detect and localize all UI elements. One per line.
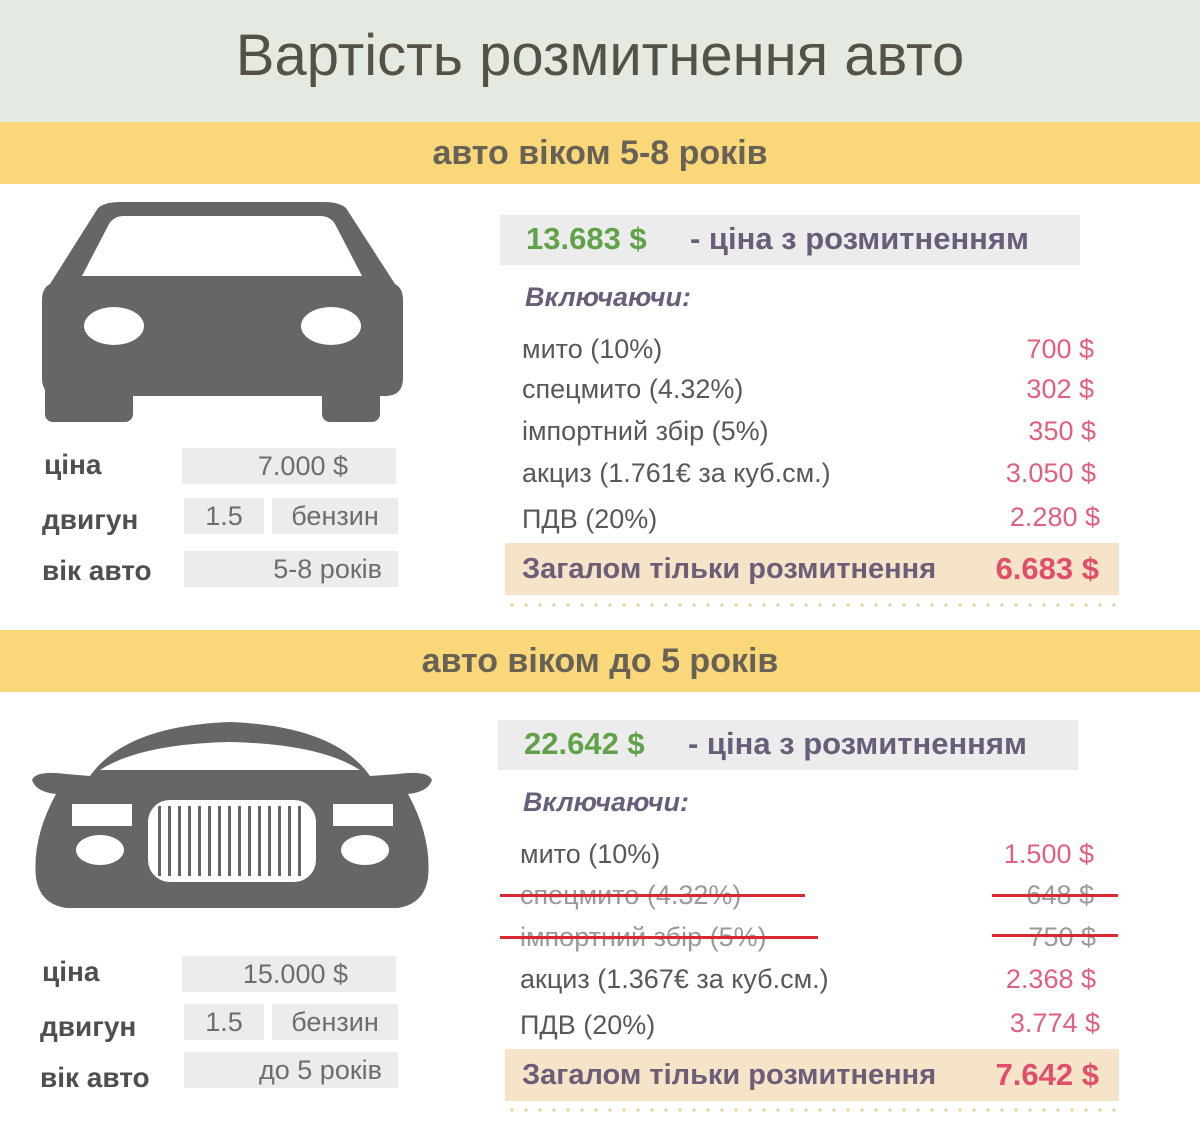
dotted-divider: [505, 603, 1119, 607]
engine-label: двигун: [42, 504, 139, 535]
item-value: 350 $: [1028, 416, 1096, 446]
strikethrough-line: [992, 894, 1118, 897]
item-value: 3.774 $: [1009, 1008, 1100, 1038]
item-name: ПДВ (20%): [520, 1010, 656, 1040]
customs-total-label: Загалом тільки розмитнення: [522, 553, 937, 585]
strikethrough-line: [992, 934, 1118, 937]
engine-fuel-field: бензин: [272, 1004, 398, 1040]
luxury-car-front-icon: [32, 722, 432, 908]
strikethrough-line: [500, 936, 818, 939]
item-value: 2.280 $: [1009, 502, 1100, 532]
page-title: Вартість розмитнення авто: [235, 23, 965, 88]
strikethrough-line: [500, 894, 805, 897]
total-price-value: 13.683 $: [526, 221, 647, 256]
engine-label: двигун: [40, 1011, 137, 1042]
including-label: Включаючи:: [523, 787, 689, 817]
price-label: ціна: [44, 449, 102, 480]
age-field: до 5 років: [184, 1052, 398, 1088]
customs-total-label: Загалом тільки розмитнення: [522, 1059, 937, 1091]
dotted-divider: [505, 1108, 1119, 1112]
item-name: акциз (1.367€ за куб.см.): [520, 964, 829, 994]
item-name: мито (10%): [522, 334, 663, 364]
customs-total-bar: Загалом тільки розмитнення 6.683 $: [505, 543, 1119, 595]
total-price-text: - ціна з розмитненням: [688, 726, 1027, 761]
engine-volume-field: 1.5: [184, 498, 264, 534]
item-value: 2.368 $: [1005, 964, 1096, 994]
item-name: імпортний збір (5%): [522, 416, 769, 446]
customs-total-bar: Загалом тільки розмитнення 7.642 $: [505, 1049, 1119, 1101]
price-field: 15.000 $: [182, 956, 396, 992]
title-header: Вартість розмитнення авто: [0, 0, 1200, 122]
section-heading-5-8: авто віком 5-8 років: [0, 122, 1200, 184]
total-price-bar: 13.683 $ - ціна з розмитненням: [500, 215, 1080, 265]
including-label: Включаючи:: [525, 282, 691, 312]
item-value: 302 $: [1026, 374, 1094, 404]
price-field: 7.000 $: [182, 448, 396, 484]
item-value: 700 $: [1026, 334, 1094, 364]
item-value: 3.050 $: [1005, 458, 1096, 488]
customs-total-value: 7.642 $: [995, 1057, 1099, 1092]
section-heading-under-5: авто віком до 5 років: [0, 630, 1200, 692]
item-name: спецмито (4.32%): [522, 374, 744, 404]
sedan-front-icon: [42, 202, 403, 422]
price-label: ціна: [42, 956, 100, 987]
total-price-bar: 22.642 $ - ціна з розмитненням: [498, 720, 1078, 770]
total-price-value: 22.642 $: [524, 726, 645, 761]
item-name: мито (10%): [520, 839, 661, 869]
age-field: 5-8 років: [184, 551, 398, 587]
total-price-text: - ціна з розмитненням: [690, 221, 1029, 256]
item-value-struck: 750 $: [1028, 922, 1096, 952]
age-label: вік авто: [42, 555, 152, 586]
item-name: ПДВ (20%): [522, 504, 658, 534]
item-name: акциз (1.761€ за куб.см.): [522, 458, 831, 488]
engine-volume-field: 1.5: [184, 1004, 264, 1040]
engine-fuel-field: бензин: [272, 498, 398, 534]
age-label: вік авто: [40, 1062, 150, 1093]
item-value: 1.500 $: [1003, 839, 1094, 869]
customs-total-value: 6.683 $: [995, 551, 1099, 586]
